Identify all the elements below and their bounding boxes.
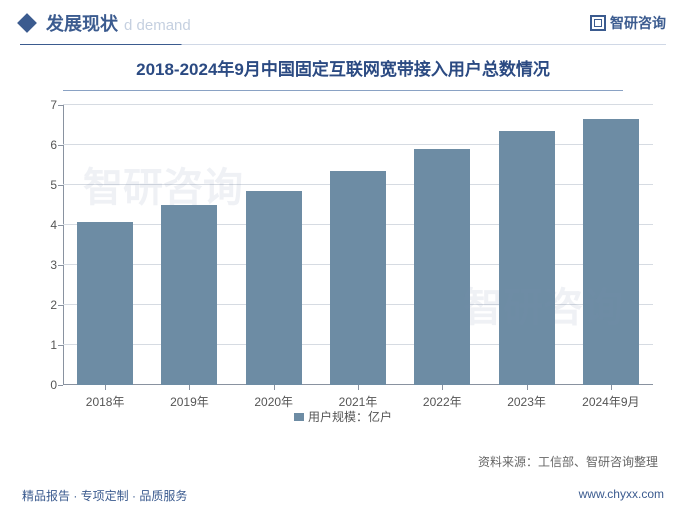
gridline: [63, 144, 653, 145]
chart-title: 2018-2024年9月中国固定互联网宽带接入用户总数情况: [0, 55, 686, 80]
ytick-label: 6: [27, 138, 57, 152]
bar: [77, 222, 133, 385]
legend-label: 用户规模：亿户: [308, 408, 392, 425]
header-subtitle: d demand: [124, 17, 191, 34]
bar: [161, 205, 217, 385]
legend-swatch: [294, 413, 304, 421]
xtick-label: 2019年: [154, 393, 224, 410]
xtick-mark: [105, 385, 106, 390]
header-divider: [20, 44, 666, 45]
chart-area: 01234567 2018年2019年2020年2021年2022年2023年2…: [23, 95, 663, 435]
xtick-mark: [442, 385, 443, 390]
ytick-label: 5: [27, 178, 57, 192]
bar: [499, 131, 555, 385]
footer-left: 精品报告 · 专项定制 · 品质服务: [22, 487, 187, 504]
xtick-mark: [189, 385, 190, 390]
xtick-label: 2022年: [407, 393, 477, 410]
bar: [330, 171, 386, 385]
ytick-label: 1: [27, 338, 57, 352]
footer-right: www.chyxx.com: [579, 487, 664, 504]
xtick-mark: [274, 385, 275, 390]
ytick-label: 7: [27, 98, 57, 112]
plot-region: [63, 105, 653, 385]
bar: [246, 191, 302, 385]
footer: 精品报告 · 专项定制 · 品质服务 www.chyxx.com: [0, 487, 686, 504]
gridline: [63, 104, 653, 105]
ytick-label: 0: [27, 378, 57, 392]
ytick-label: 4: [27, 218, 57, 232]
xtick-label: 2018年: [70, 393, 140, 410]
ytick-mark: [58, 385, 63, 386]
source-text: 资料来源：工信部、智研咨询整理: [478, 453, 658, 470]
ytick-label: 3: [27, 258, 57, 272]
xtick-mark: [527, 385, 528, 390]
brand-text: 智研咨询: [610, 13, 666, 33]
ytick-label: 2: [27, 298, 57, 312]
xtick-label: 2024年9月: [576, 393, 646, 410]
legend: 用户规模：亿户: [294, 408, 392, 425]
brand-logo: 智研咨询: [590, 13, 666, 33]
xtick-mark: [611, 385, 612, 390]
header: 发展现状 d demand 智研咨询: [0, 0, 686, 44]
header-left: 发展现状 d demand: [20, 10, 191, 36]
diamond-icon: [17, 13, 37, 33]
header-title: 发展现状: [46, 10, 118, 36]
bar: [414, 149, 470, 385]
title-underline: [63, 90, 623, 91]
bar: [583, 119, 639, 385]
y-axis: [63, 105, 64, 385]
xtick-label: 2023年: [492, 393, 562, 410]
brand-icon: [590, 15, 606, 31]
xtick-mark: [358, 385, 359, 390]
